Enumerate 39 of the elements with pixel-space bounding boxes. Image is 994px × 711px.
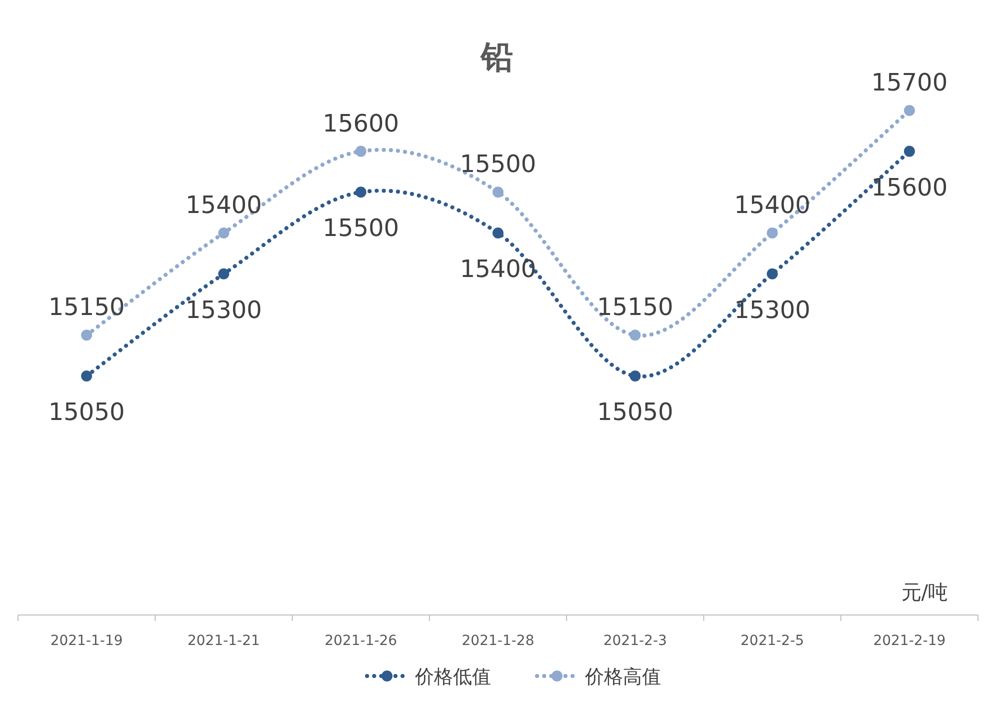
point <box>81 330 92 341</box>
data-label: 15700 <box>871 68 948 96</box>
data-label: 15500 <box>322 214 400 242</box>
point <box>492 228 504 239</box>
data-label: 15150 <box>48 293 125 322</box>
data-label: 15400 <box>460 255 536 284</box>
data-label: 15050 <box>596 398 674 426</box>
data-label: 15400 <box>734 191 810 220</box>
legend-label: 价格低值 <box>414 666 491 688</box>
point <box>630 370 641 382</box>
x-tick-label: 2021-2-3 <box>603 633 667 649</box>
point <box>766 228 778 239</box>
data-label: 15600 <box>322 109 400 138</box>
data-label: 15300 <box>186 296 262 324</box>
x-tick-label: 2021-2-19 <box>873 633 946 649</box>
point <box>355 186 366 198</box>
x-tick-label: 2021-2-5 <box>740 633 804 649</box>
point <box>355 146 366 157</box>
legend-label: 价格高值 <box>584 666 661 688</box>
point <box>766 268 778 280</box>
data-label: 15050 <box>48 398 125 426</box>
x-tick-label: 2021-1-21 <box>187 633 260 649</box>
data-label: 15300 <box>734 296 810 324</box>
point <box>630 330 641 341</box>
point <box>218 268 230 280</box>
point <box>904 146 915 157</box>
data-label: 15500 <box>460 150 536 178</box>
point <box>904 104 915 116</box>
data-label: 15400 <box>186 191 262 220</box>
x-tick-label: 2021-1-19 <box>50 633 123 649</box>
data-label: 15600 <box>871 173 948 202</box>
x-tick-label: 2021-1-28 <box>462 633 534 649</box>
point <box>81 370 92 382</box>
text: 元/吨 <box>901 580 948 604</box>
chart-title: 铅 <box>479 38 513 76</box>
point <box>492 186 504 198</box>
point <box>218 228 230 239</box>
x-tick-label: 2021-1-26 <box>324 633 398 649</box>
data-label: 15150 <box>596 293 674 322</box>
